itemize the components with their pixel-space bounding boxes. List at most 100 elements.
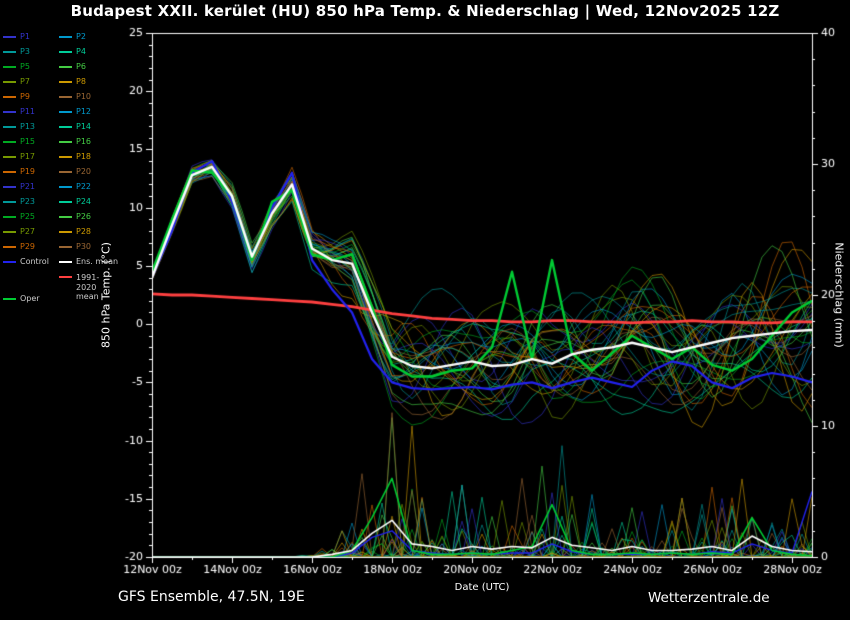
legend-label: P9 <box>20 91 30 101</box>
legend-item-p6: P6 <box>59 59 109 74</box>
legend-swatch <box>59 230 72 233</box>
legend-label: P7 <box>20 76 30 86</box>
legend-swatch <box>3 140 16 143</box>
legend-item-p4: P4 <box>59 44 109 59</box>
legend-label: P11 <box>20 106 36 116</box>
legend-swatch <box>3 185 16 188</box>
legend-item-p20: P20 <box>59 164 109 179</box>
legend-label: P13 <box>20 121 36 131</box>
legend-item-p16: P16 <box>59 134 109 149</box>
legend-swatch <box>3 95 16 98</box>
legend-label: P12 <box>76 106 92 116</box>
legend: P1 P3 P5 P7 P9 P11 P13 P15 P17 P19 P21 P23 P25 P27 P29… <box>3 29 118 306</box>
legend-label: P14 <box>76 121 92 131</box>
legend-swatch <box>3 260 16 263</box>
legend-swatch <box>3 297 16 300</box>
legend-swatch <box>59 260 72 263</box>
legend-swatch <box>59 65 72 68</box>
legend-swatch <box>59 200 72 203</box>
legend-item-p29: P29 <box>3 239 53 254</box>
footer-site-credit: Wetterzentrale.de <box>648 590 770 606</box>
y-axis-label-temp: 850 hPa Temp. (°C) <box>99 242 113 348</box>
legend-swatch <box>59 140 72 143</box>
legend-label: P3 <box>20 46 30 56</box>
legend-label: P4 <box>76 46 86 56</box>
x-axis-label: Date (UTC) <box>454 582 510 593</box>
legend-swatch <box>3 155 16 158</box>
legend-swatch <box>3 50 16 53</box>
legend-item-p12: P12 <box>59 104 109 119</box>
legend-swatch <box>59 276 72 278</box>
legend-swatch <box>3 245 16 248</box>
legend-item-p22: P22 <box>59 179 109 194</box>
legend-item-p18: P18 <box>59 149 109 164</box>
legend-swatch <box>3 200 16 203</box>
legend-item-p7: P7 <box>3 74 53 89</box>
y-axis-label-precip: Niederschlag (mm) <box>832 242 846 348</box>
legend-column-2: P2 P4 P6 P8 P10 P12 P14 P16 P18 P20 P22 P24 P26 P28 P3… <box>59 29 118 306</box>
legend-swatch <box>3 125 16 128</box>
legend-swatch <box>59 35 72 38</box>
legend-swatch <box>3 35 16 38</box>
legend-swatch <box>59 245 72 248</box>
legend-swatch <box>3 80 16 83</box>
legend-swatch <box>59 125 72 128</box>
legend-swatch <box>59 80 72 83</box>
legend-label: P10 <box>76 91 92 101</box>
legend-label: P22 <box>76 181 92 191</box>
legend-item-p10: P10 <box>59 89 109 104</box>
legend-item-clim-mean: 1991-2020 mean <box>59 269 109 302</box>
legend-item-p14: P14 <box>59 119 109 134</box>
legend-swatch <box>3 230 16 233</box>
legend-item-oper: Oper <box>3 291 53 306</box>
legend-item-p3: P3 <box>3 44 53 59</box>
legend-item-p25: P25 <box>3 209 53 224</box>
legend-swatch <box>3 215 16 218</box>
legend-swatch <box>3 65 16 68</box>
legend-item-p13: P13 <box>3 119 53 134</box>
legend-item-p23: P23 <box>3 194 53 209</box>
legend-item-p1: P1 <box>3 29 53 44</box>
legend-swatch <box>59 95 72 98</box>
legend-item-p19: P19 <box>3 164 53 179</box>
legend-label: P19 <box>20 166 36 176</box>
legend-label: P23 <box>20 196 36 206</box>
legend-item-p24: P24 <box>59 194 109 209</box>
legend-item-p21: P21 <box>3 179 53 194</box>
legend-label: P16 <box>76 136 92 146</box>
legend-label: P30 <box>76 241 92 251</box>
legend-item-p28: P28 <box>59 224 109 239</box>
legend-item-p2: P2 <box>59 29 109 44</box>
legend-swatch <box>59 110 72 113</box>
legend-item-p8: P8 <box>59 74 109 89</box>
legend-label: P20 <box>76 166 92 176</box>
footer-model-info: GFS Ensemble, 47.5N, 19E <box>118 589 305 605</box>
legend-item-ens-mean: Ens. mean <box>59 254 118 269</box>
legend-swatch <box>59 50 72 53</box>
legend-label: 1991-2020 mean <box>76 273 100 302</box>
legend-swatch <box>3 170 16 173</box>
legend-item-p17: P17 <box>3 149 53 164</box>
legend-item-p15: P15 <box>3 134 53 149</box>
legend-label: P25 <box>20 211 36 221</box>
legend-swatch <box>3 110 16 113</box>
legend-item-p27: P27 <box>3 224 53 239</box>
legend-label: Oper <box>20 293 40 303</box>
legend-label: P8 <box>76 76 86 86</box>
legend-label: P2 <box>76 31 86 41</box>
legend-label: Ens. mean <box>76 256 119 266</box>
legend-label: P5 <box>20 61 30 71</box>
legend-swatch <box>59 215 72 218</box>
legend-label: P24 <box>76 196 92 206</box>
legend-item-p9: P9 <box>3 89 53 104</box>
legend-item-p30: P30 <box>59 239 109 254</box>
legend-label: P15 <box>20 136 36 146</box>
legend-item-control: Control <box>3 254 53 269</box>
legend-label: P18 <box>76 151 92 161</box>
legend-item-p5: P5 <box>3 59 53 74</box>
legend-swatch <box>59 185 72 188</box>
legend-item-p26: P26 <box>59 209 109 224</box>
legend-label: Control <box>20 256 49 266</box>
legend-label: P27 <box>20 226 36 236</box>
